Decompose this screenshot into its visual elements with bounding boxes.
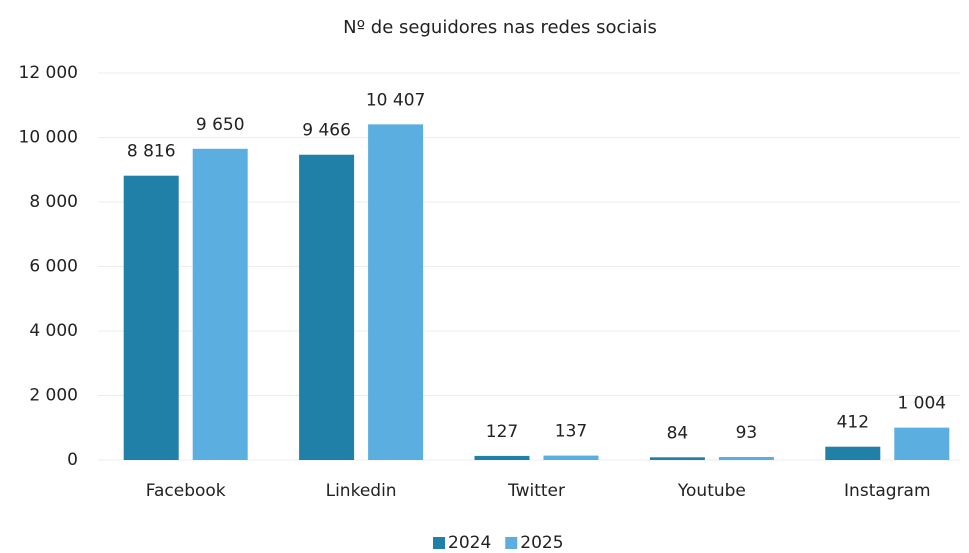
bar	[718, 457, 774, 460]
bar	[543, 455, 599, 460]
y-tick-label: 6 000	[29, 257, 78, 277]
x-tick-label: Linkedin	[326, 481, 397, 501]
bar	[123, 175, 179, 460]
y-tick-label: 0	[67, 450, 78, 470]
legend-label: 2025	[520, 533, 563, 553]
value-label: 8 816	[127, 142, 176, 162]
value-label: 127	[486, 422, 518, 442]
bar	[474, 455, 530, 460]
x-tick-label: Twitter	[507, 481, 565, 501]
legend-swatch	[505, 537, 518, 549]
x-tick-label: Facebook	[146, 481, 226, 501]
x-tick-label: Instagram	[844, 481, 931, 501]
y-tick-label: 2 000	[29, 386, 78, 406]
value-label: 137	[555, 422, 587, 442]
value-label: 93	[736, 423, 758, 443]
bar	[649, 457, 705, 460]
value-label: 9 466	[302, 121, 351, 141]
y-tick-label: 12 000	[19, 63, 78, 83]
bar	[192, 148, 248, 460]
y-tick-label: 10 000	[19, 128, 78, 148]
value-label: 84	[667, 423, 689, 443]
value-label: 1 004	[897, 394, 946, 414]
value-label: 9 650	[196, 115, 245, 135]
bar	[825, 446, 881, 460]
bar	[299, 154, 355, 460]
bar	[894, 427, 950, 460]
x-tick-label: Youtube	[677, 481, 746, 501]
value-label: 10 407	[366, 90, 425, 110]
y-tick-label: 8 000	[29, 192, 78, 212]
legend-swatch	[433, 537, 445, 549]
value-label: 412	[837, 413, 869, 433]
y-tick-label: 4 000	[29, 321, 78, 341]
legend-label: 2024	[448, 533, 491, 553]
bar	[368, 124, 424, 460]
chart-title: Nº de seguidores nas redes sociais	[343, 17, 657, 38]
